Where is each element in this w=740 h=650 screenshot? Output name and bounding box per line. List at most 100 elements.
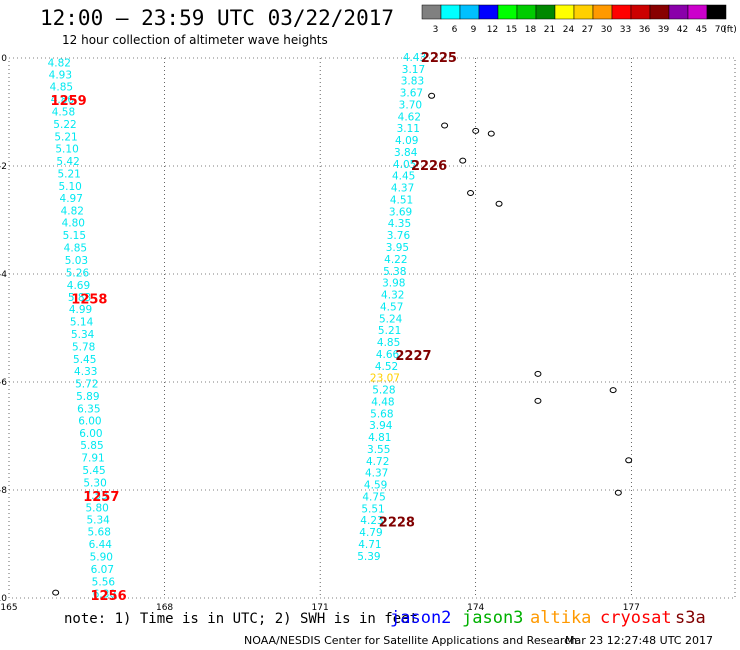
wave-height-label: 4.33 xyxy=(74,366,97,378)
wave-height-label: 4.72 xyxy=(366,456,389,468)
wave-height-label: 6.00 xyxy=(78,415,101,427)
wave-height-label: 3.17 xyxy=(402,64,425,76)
island-outline xyxy=(614,489,622,496)
island-outlines xyxy=(52,92,633,596)
wave-height-label: 4.79 xyxy=(359,527,382,539)
wave-height-label: 5.03 xyxy=(65,255,88,267)
wave-height-label: 6.07 xyxy=(91,564,114,576)
wave-height-label: 5.28 xyxy=(372,385,395,397)
wave-height-label: 5.21 xyxy=(57,169,80,181)
wave-height-label: 4.52 xyxy=(375,361,398,373)
legend-swatch xyxy=(630,4,651,20)
footnote: note: 1) Time is in UTC; 2) SWH is in fe… xyxy=(64,611,419,627)
wave-height-label: 5.72 xyxy=(75,379,98,391)
mission-altika: altika xyxy=(530,608,592,628)
wave-height-label: 5.51 xyxy=(361,503,384,515)
legend-swatch xyxy=(554,4,575,20)
wave-height-label: 4.35 xyxy=(388,218,411,230)
legend-bin-label: 24 xyxy=(563,25,575,35)
legend-bin-label: 30 xyxy=(601,25,613,35)
wave-height-label: 4.85 xyxy=(377,337,400,349)
wave-height-label: 4.62 xyxy=(398,111,421,123)
lat-tick-label: -2 xyxy=(0,162,7,172)
wave-height-label: 5.85 xyxy=(80,440,103,452)
wave-height-label: 4.69 xyxy=(67,280,90,292)
legend-swatch xyxy=(706,4,727,20)
legend-swatch xyxy=(573,4,594,20)
wave-height-label: 4.86 xyxy=(51,94,75,106)
wave-height-label: 5.90 xyxy=(90,551,113,563)
wave-height-label: 5.56 xyxy=(92,576,116,588)
lat-tick-label: -6 xyxy=(0,378,7,388)
wave-height-label: 5.45 xyxy=(73,354,96,366)
map-title: 12:00 – 23:59 UTC 03/22/2017 xyxy=(40,6,395,30)
pass-time-label: 1258 xyxy=(71,292,107,307)
mission-s3a: s3a xyxy=(675,608,706,628)
color-legend: 3 6 9 12 15 18 21 24 27 30 33 36 39 42 45 70(ft) xyxy=(421,4,737,35)
legend-bin-label: 3 xyxy=(433,25,439,35)
lat-tick-label: -10 xyxy=(0,594,7,604)
wave-height-label: 3.70 xyxy=(399,99,422,111)
lon-tick-label: 177 xyxy=(623,603,640,613)
legend-swatch xyxy=(592,4,613,20)
wave-height-label: 4.66 xyxy=(376,349,400,361)
legend-bin-label: 18 xyxy=(525,25,537,35)
wave-height-label: 6.30 xyxy=(93,589,116,601)
island-outline xyxy=(534,397,542,404)
legend-unit: (ft) xyxy=(723,25,737,35)
wave-height-label: 5.10 xyxy=(58,181,81,193)
altimeter-tracks: 4.824.934.854.864.585.225.215.105.425.21… xyxy=(48,51,457,604)
wave-height-label: 4.32 xyxy=(381,290,404,302)
legend-bin-label: 42 xyxy=(677,25,688,35)
legend-bin-label: 9 xyxy=(471,25,477,35)
wave-height-label: 5.89 xyxy=(76,391,99,403)
wave-height-label: 5.21 xyxy=(378,325,401,337)
wave-height-label: 5.22 xyxy=(53,119,76,131)
legend-swatch xyxy=(649,4,670,20)
mission-jason3: jason3 xyxy=(462,608,524,628)
wave-height-label: 4.37 xyxy=(365,468,388,480)
wave-height-label: 4.23 xyxy=(360,515,383,527)
legend-bin-label: 39 xyxy=(658,25,670,35)
wave-height-label: 4.51 xyxy=(390,194,413,206)
wave-height-label: 5.21 xyxy=(54,131,77,143)
lon-tick-label: 165 xyxy=(0,603,17,613)
legend-swatch xyxy=(687,4,708,20)
island-outline xyxy=(441,122,449,129)
wave-height-label: 23.07 xyxy=(370,373,400,385)
legend-bin-label: 21 xyxy=(544,25,555,35)
wave-height-label: 5.10 xyxy=(55,144,78,156)
lat-tick-label: -4 xyxy=(0,270,7,280)
map-grid: 165 168 171 174 177 0 -2 -4 -6 -8 -10 xyxy=(0,54,736,613)
legend-swatch xyxy=(535,4,556,20)
legend-swatch xyxy=(497,4,518,20)
island-outline xyxy=(534,370,542,377)
wave-height-label: 5.80 xyxy=(85,502,108,514)
legend-bin-label: 33 xyxy=(620,25,631,35)
island-outline xyxy=(459,157,467,164)
wave-height-label: 4.48 xyxy=(371,396,394,408)
wave-height-label: 5.78 xyxy=(72,341,95,353)
wave-height-label: 5.15 xyxy=(63,230,86,242)
wave-height-label: 3.94 xyxy=(369,420,393,432)
wave-height-label: 4.09 xyxy=(395,135,418,147)
wave-height-label: 3.11 xyxy=(397,123,420,135)
wave-height-label: 4.97 xyxy=(60,193,83,205)
wave-height-label: 4.93 xyxy=(49,70,72,82)
wave-height-label: 6.44 xyxy=(89,539,113,551)
wave-height-label: 3.76 xyxy=(387,230,411,242)
wave-height-label: 5.34 xyxy=(86,515,110,527)
wave-height-label: 4.81 xyxy=(368,432,391,444)
lon-tick-label: 168 xyxy=(156,603,173,613)
wave-height-label: 7.91 xyxy=(81,453,104,465)
wave-height-label: 5.39 xyxy=(357,551,380,563)
legend-swatch xyxy=(440,4,461,20)
wave-height-label: 3.69 xyxy=(389,206,412,218)
legend-bin-label: 12 xyxy=(487,25,498,35)
wave-height-label: 5.42 xyxy=(56,156,79,168)
wave-height-label: 5.83 xyxy=(68,292,91,304)
wave-height-label: 5.38 xyxy=(383,266,406,278)
wave-height-label: 4.71 xyxy=(358,539,381,551)
legend-bin-label: 27 xyxy=(582,25,593,35)
legend-bin-label: 6 xyxy=(452,25,458,35)
